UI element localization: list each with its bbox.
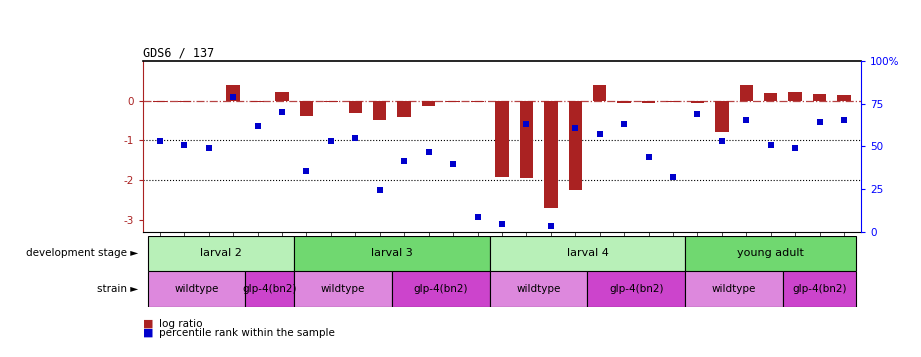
Point [153,138,168,144]
Bar [299,101,313,116]
Bar [490,236,685,271]
Bar [392,271,490,307]
Bar [691,101,705,103]
Point [226,94,240,99]
Bar [519,101,533,178]
Bar [544,101,557,208]
Point [519,122,534,127]
Bar [245,271,294,307]
Point [641,154,656,160]
Text: GDS6 / 137: GDS6 / 137 [143,46,214,60]
Bar [642,101,655,103]
Bar [568,101,582,190]
Text: strain ►: strain ► [97,284,138,294]
Point [202,146,216,151]
Point [715,138,729,144]
Bar [788,92,802,101]
Point [323,138,338,144]
Bar [294,271,392,307]
Point [495,221,509,227]
Point [836,117,851,122]
Bar [617,101,631,102]
Bar [471,101,484,102]
Point [446,161,460,167]
Bar [324,101,338,102]
Point [251,124,265,129]
Text: glp-4(bn2): glp-4(bn2) [242,284,297,294]
Point [470,214,484,220]
Text: development stage ►: development stage ► [26,248,138,258]
Text: glp-4(bn2): glp-4(bn2) [792,284,846,294]
Text: wildtype: wildtype [712,284,756,294]
Point [617,121,632,126]
Bar [813,94,826,101]
Text: wildtype: wildtype [321,284,366,294]
Point [372,187,387,193]
Point [543,223,558,229]
Text: larval 4: larval 4 [566,248,609,258]
Bar [740,85,753,101]
Point [274,110,289,115]
Bar [398,101,411,117]
Text: glp-4(bn2): glp-4(bn2) [414,284,468,294]
Bar [593,85,606,101]
Bar [373,101,387,120]
Bar [349,101,362,113]
Point [299,169,314,174]
Point [690,111,705,116]
Point [177,142,192,148]
Bar [685,236,857,271]
Bar [764,94,777,101]
Bar [153,101,167,102]
Text: wildtype: wildtype [174,284,218,294]
Bar [715,101,729,132]
Text: percentile rank within the sample: percentile rank within the sample [159,328,335,338]
Bar [422,101,436,106]
Bar [783,271,857,307]
Bar [294,236,490,271]
Point [812,120,827,125]
Point [348,136,363,141]
Point [739,117,753,123]
Bar [666,101,680,102]
Text: ■: ■ [143,319,153,329]
Point [421,150,436,155]
Text: young adult: young adult [738,248,804,258]
Point [568,125,583,131]
Bar [227,85,239,101]
Bar [447,101,460,102]
Point [592,132,607,137]
Text: larval 2: larval 2 [200,248,242,258]
Bar [147,271,245,307]
Bar [178,101,191,102]
Point [666,174,681,180]
Bar [275,92,289,101]
Text: larval 3: larval 3 [371,248,413,258]
Bar [837,95,851,101]
Bar [495,101,508,177]
Bar [147,236,294,271]
Point [787,145,802,150]
Point [764,142,778,148]
Text: ■: ■ [143,328,153,338]
Point [397,158,412,164]
Bar [251,101,264,102]
Text: glp-4(bn2): glp-4(bn2) [609,284,664,294]
Text: log ratio: log ratio [159,319,203,329]
Text: wildtype: wildtype [517,284,561,294]
Bar [685,271,783,307]
Bar [490,271,588,307]
Bar [588,271,685,307]
